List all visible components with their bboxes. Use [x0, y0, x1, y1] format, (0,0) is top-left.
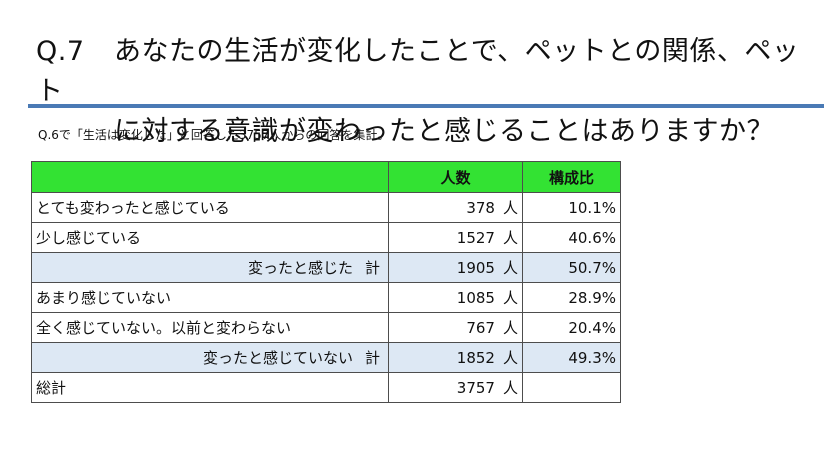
- total-label: 総計: [31, 372, 389, 403]
- row-ratio: 10.1%: [522, 192, 621, 223]
- row-label: とても変わったと感じている: [31, 192, 389, 223]
- row-ratio: 49.3%: [522, 342, 621, 373]
- table-header-row: 人数 構成比: [31, 161, 621, 193]
- header-label: [31, 161, 389, 193]
- row-ratio: 20.4%: [522, 312, 621, 343]
- subtotal-suffix: 計: [364, 259, 380, 277]
- row-count: 3757 人: [388, 372, 523, 403]
- total-row: 総計 3757 人: [31, 372, 621, 403]
- row-count: 1527 人: [388, 222, 523, 253]
- row-count: 767 人: [388, 312, 523, 343]
- row-count: 1085 人: [388, 282, 523, 313]
- row-ratio: 28.9%: [522, 282, 621, 313]
- table-row: 全く感じていない。以前と変わらない 767 人 20.4%: [31, 312, 621, 343]
- count-value: 378: [466, 199, 495, 217]
- question-text-line1: あなたの生活が変化したことで、ペットとの関係、ペット: [36, 36, 800, 107]
- table-row: とても変わったと感じている 378 人 10.1%: [31, 192, 621, 223]
- count-value: 767: [466, 319, 495, 337]
- row-ratio: 40.6%: [522, 222, 621, 253]
- count-value: 1852: [456, 349, 495, 367]
- count-unit: 人: [502, 349, 518, 367]
- row-label: あまり感じていない: [31, 282, 389, 313]
- subtotal-label: 変ったと感じていない計: [31, 342, 389, 373]
- row-ratio: [522, 372, 621, 403]
- count-value: 1905: [456, 259, 495, 277]
- table-row: 少し感じている 1527 人 40.6%: [31, 222, 621, 253]
- subtotal-label-text: 変ったと感じていない: [202, 349, 353, 367]
- count-unit: 人: [502, 229, 518, 247]
- count-value: 1085: [456, 289, 495, 307]
- header-count: 人数: [388, 161, 523, 193]
- row-label: 少し感じている: [31, 222, 389, 253]
- question-number: Q.7: [36, 36, 85, 67]
- count-unit: 人: [502, 259, 518, 277]
- question-title: Q.7 あなたの生活が変化したことで、ペットとの関係、ペット に対する意識が変わっ…: [36, 32, 826, 152]
- count-value: 1527: [456, 229, 495, 247]
- results-table: 人数 構成比 とても変わったと感じている 378 人 10.1% 少し感じている …: [31, 161, 621, 403]
- aggregation-note: Q.6で「生活は変化した」と回答した3757人からの回答を集計。: [38, 128, 390, 142]
- count-unit: 人: [502, 199, 518, 217]
- header-ratio: 構成比: [522, 161, 621, 193]
- subtotal-row: 変ったと感じていない計 1852 人 49.3%: [31, 342, 621, 373]
- row-count: 378 人: [388, 192, 523, 223]
- question-text-line2: に対する意識が変わったと感じることはありますか？: [114, 116, 774, 147]
- count-unit: 人: [502, 379, 518, 397]
- subtotal-label-text: 変ったと感じた: [247, 259, 353, 277]
- subtotal-label: 変ったと感じた計: [31, 252, 389, 283]
- row-count: 1852 人: [388, 342, 523, 373]
- count-value: 3757: [456, 379, 495, 397]
- row-count: 1905 人: [388, 252, 523, 283]
- count-unit: 人: [502, 289, 518, 307]
- row-ratio: 50.7%: [522, 252, 621, 283]
- table-row: あまり感じていない 1085 人 28.9%: [31, 282, 621, 313]
- count-unit: 人: [502, 319, 518, 337]
- subtotal-suffix: 計: [364, 349, 380, 367]
- row-label: 全く感じていない。以前と変わらない: [31, 312, 389, 343]
- subtotal-row: 変ったと感じた計 1905 人 50.7%: [31, 252, 621, 283]
- title-underline: [28, 104, 824, 108]
